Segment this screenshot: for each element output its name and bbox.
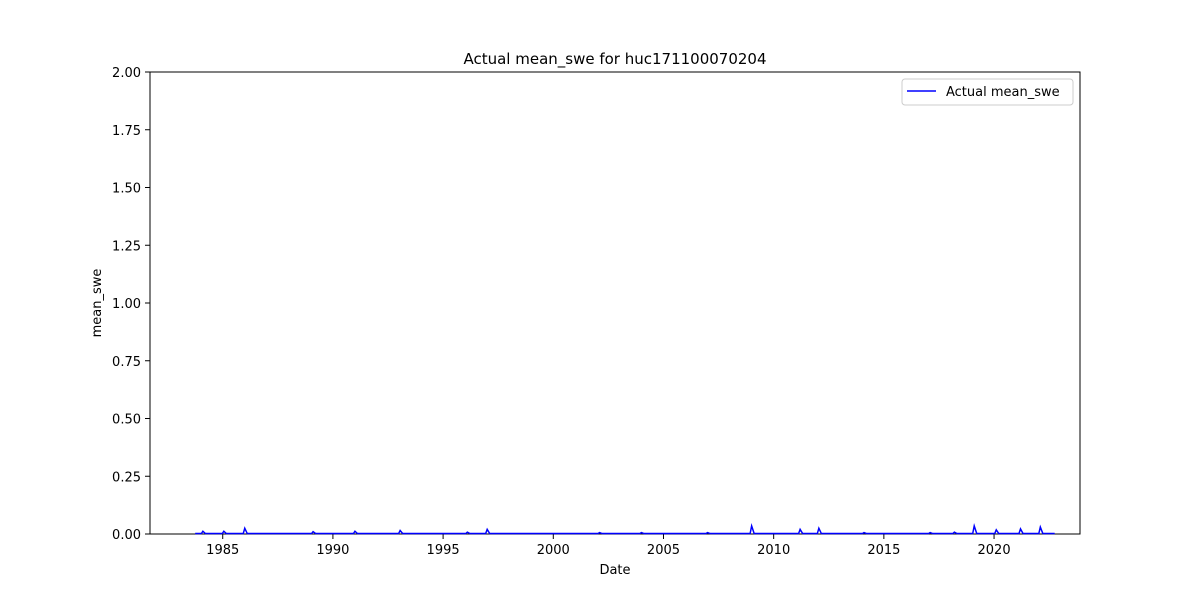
legend: Actual mean_swe <box>901 78 1074 106</box>
legend-box <box>901 78 1074 106</box>
legend-label-actual-mean-swe: Actual mean_swe <box>946 85 1060 100</box>
x-tick-label: 2010 <box>757 543 790 558</box>
x-tick-label: 1990 <box>316 543 349 558</box>
series-line-actual-mean-swe <box>195 522 1055 535</box>
y-tick-label: 0.75 <box>112 355 141 370</box>
y-tick-label: 0.50 <box>112 413 141 428</box>
y-tick-label: 2.00 <box>112 66 141 81</box>
y-axis-label: mean_swe <box>90 269 105 338</box>
y-tick-label: 1.75 <box>112 124 141 139</box>
x-tick-label: 2015 <box>867 543 900 558</box>
plot-area <box>149 71 1081 535</box>
y-tick-label: 1.25 <box>112 239 141 254</box>
y-tick-label: 1.00 <box>112 297 141 312</box>
chart-title: Actual mean_swe for huc171100070204 <box>463 50 766 69</box>
y-tick-label: 0.00 <box>112 528 141 543</box>
x-tick-label: 1985 <box>206 543 239 558</box>
y-tick-label: 0.25 <box>112 470 141 485</box>
x-axis-label: Date <box>599 563 630 578</box>
x-tick-label: 1995 <box>427 543 460 558</box>
y-axis: 0.00 0.25 0.50 0.75 1.00 1.25 1.50 1.75 2.00 <box>112 66 150 543</box>
x-axis: 1985 1990 1995 2000 2005 2010 2015 2020 <box>206 534 1011 558</box>
x-tick-label: 2005 <box>647 543 680 558</box>
y-tick-label: 1.50 <box>112 182 141 197</box>
x-tick-label: 2020 <box>978 543 1011 558</box>
x-tick-label: 2000 <box>537 543 570 558</box>
